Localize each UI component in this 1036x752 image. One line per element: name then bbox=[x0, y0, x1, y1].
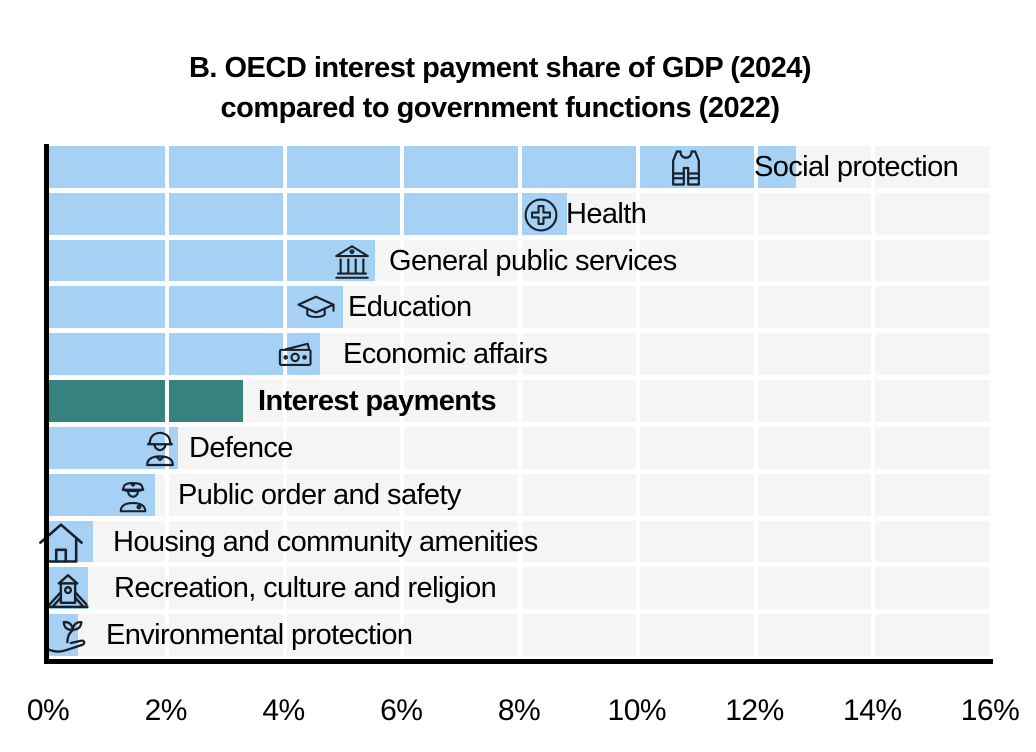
gridline-14pct bbox=[871, 144, 876, 659]
category-label: General public services bbox=[389, 244, 677, 277]
bar-general-public-services bbox=[49, 239, 376, 282]
x-tick-10: 10% bbox=[607, 694, 667, 727]
bar-health bbox=[49, 192, 567, 235]
chart-title-line2: compared to government functions (2022) bbox=[220, 92, 781, 124]
row-housing: Housing and community amenities bbox=[39, 519, 990, 566]
x-tick-2: 2% bbox=[144, 694, 188, 727]
gridline-6pct bbox=[400, 144, 405, 659]
gridline-4pct bbox=[282, 144, 287, 659]
bar-education bbox=[49, 286, 344, 329]
y-axis-line bbox=[44, 144, 49, 664]
x-axis-line bbox=[44, 659, 993, 664]
bar-economic-affairs bbox=[49, 333, 320, 376]
x-tick-4: 4% bbox=[262, 694, 305, 727]
gridline-12pct bbox=[753, 144, 758, 659]
hand-with-plant-icon bbox=[39, 612, 95, 658]
plot-area: Social protection Health General public … bbox=[39, 144, 990, 659]
bar-interest-payments bbox=[49, 380, 244, 422]
row-health: Health bbox=[49, 191, 990, 238]
category-label: Public order and safety bbox=[178, 478, 461, 511]
x-tick-16: 16% bbox=[960, 694, 1020, 727]
government-building-icon bbox=[330, 241, 374, 283]
chart-title-line1: B. OECD interest payment share of GDP (2… bbox=[188, 52, 812, 84]
chart-title: B. OECD interest payment share of GDP (2… bbox=[0, 48, 1000, 128]
graduation-cap-icon bbox=[290, 288, 342, 330]
gridline-2pct bbox=[164, 144, 169, 659]
x-tick-0: 0% bbox=[26, 694, 70, 727]
row-general-public-services: General public services bbox=[49, 238, 990, 285]
category-label: Recreation, culture and religion bbox=[114, 572, 497, 605]
house-icon bbox=[32, 516, 90, 568]
category-label: Environmental protection bbox=[106, 619, 413, 652]
x-tick-14: 14% bbox=[843, 694, 902, 727]
category-label: Economic affairs bbox=[343, 338, 548, 371]
soldier-icon bbox=[138, 426, 182, 471]
medical-cross-icon bbox=[520, 194, 562, 236]
row-economic-affairs: Economic affairs bbox=[49, 331, 990, 378]
category-label: Housing and community amenities bbox=[113, 525, 538, 558]
playground-tower-icon bbox=[43, 564, 93, 613]
banknote-icon bbox=[270, 335, 322, 377]
x-tick-8: 8% bbox=[497, 694, 541, 727]
police-officer-icon bbox=[112, 473, 154, 518]
category-label-highlight: Interest payments bbox=[258, 385, 497, 418]
x-tick-6: 6% bbox=[380, 694, 423, 727]
gridline-10pct bbox=[635, 144, 640, 659]
category-label: Health bbox=[566, 197, 647, 230]
life-vest-icon bbox=[664, 146, 708, 190]
category-label: Education bbox=[348, 291, 472, 324]
x-tick-12: 12% bbox=[725, 694, 784, 727]
bar-social-protection bbox=[49, 146, 796, 188]
category-label: Defence bbox=[189, 431, 293, 464]
gridline-8pct bbox=[518, 144, 522, 659]
category-label: Social protection bbox=[754, 151, 959, 183]
